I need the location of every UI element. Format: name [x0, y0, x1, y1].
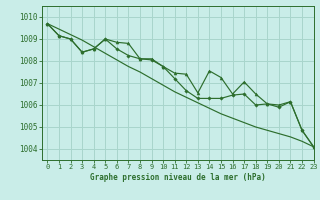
X-axis label: Graphe pression niveau de la mer (hPa): Graphe pression niveau de la mer (hPa) [90, 173, 266, 182]
